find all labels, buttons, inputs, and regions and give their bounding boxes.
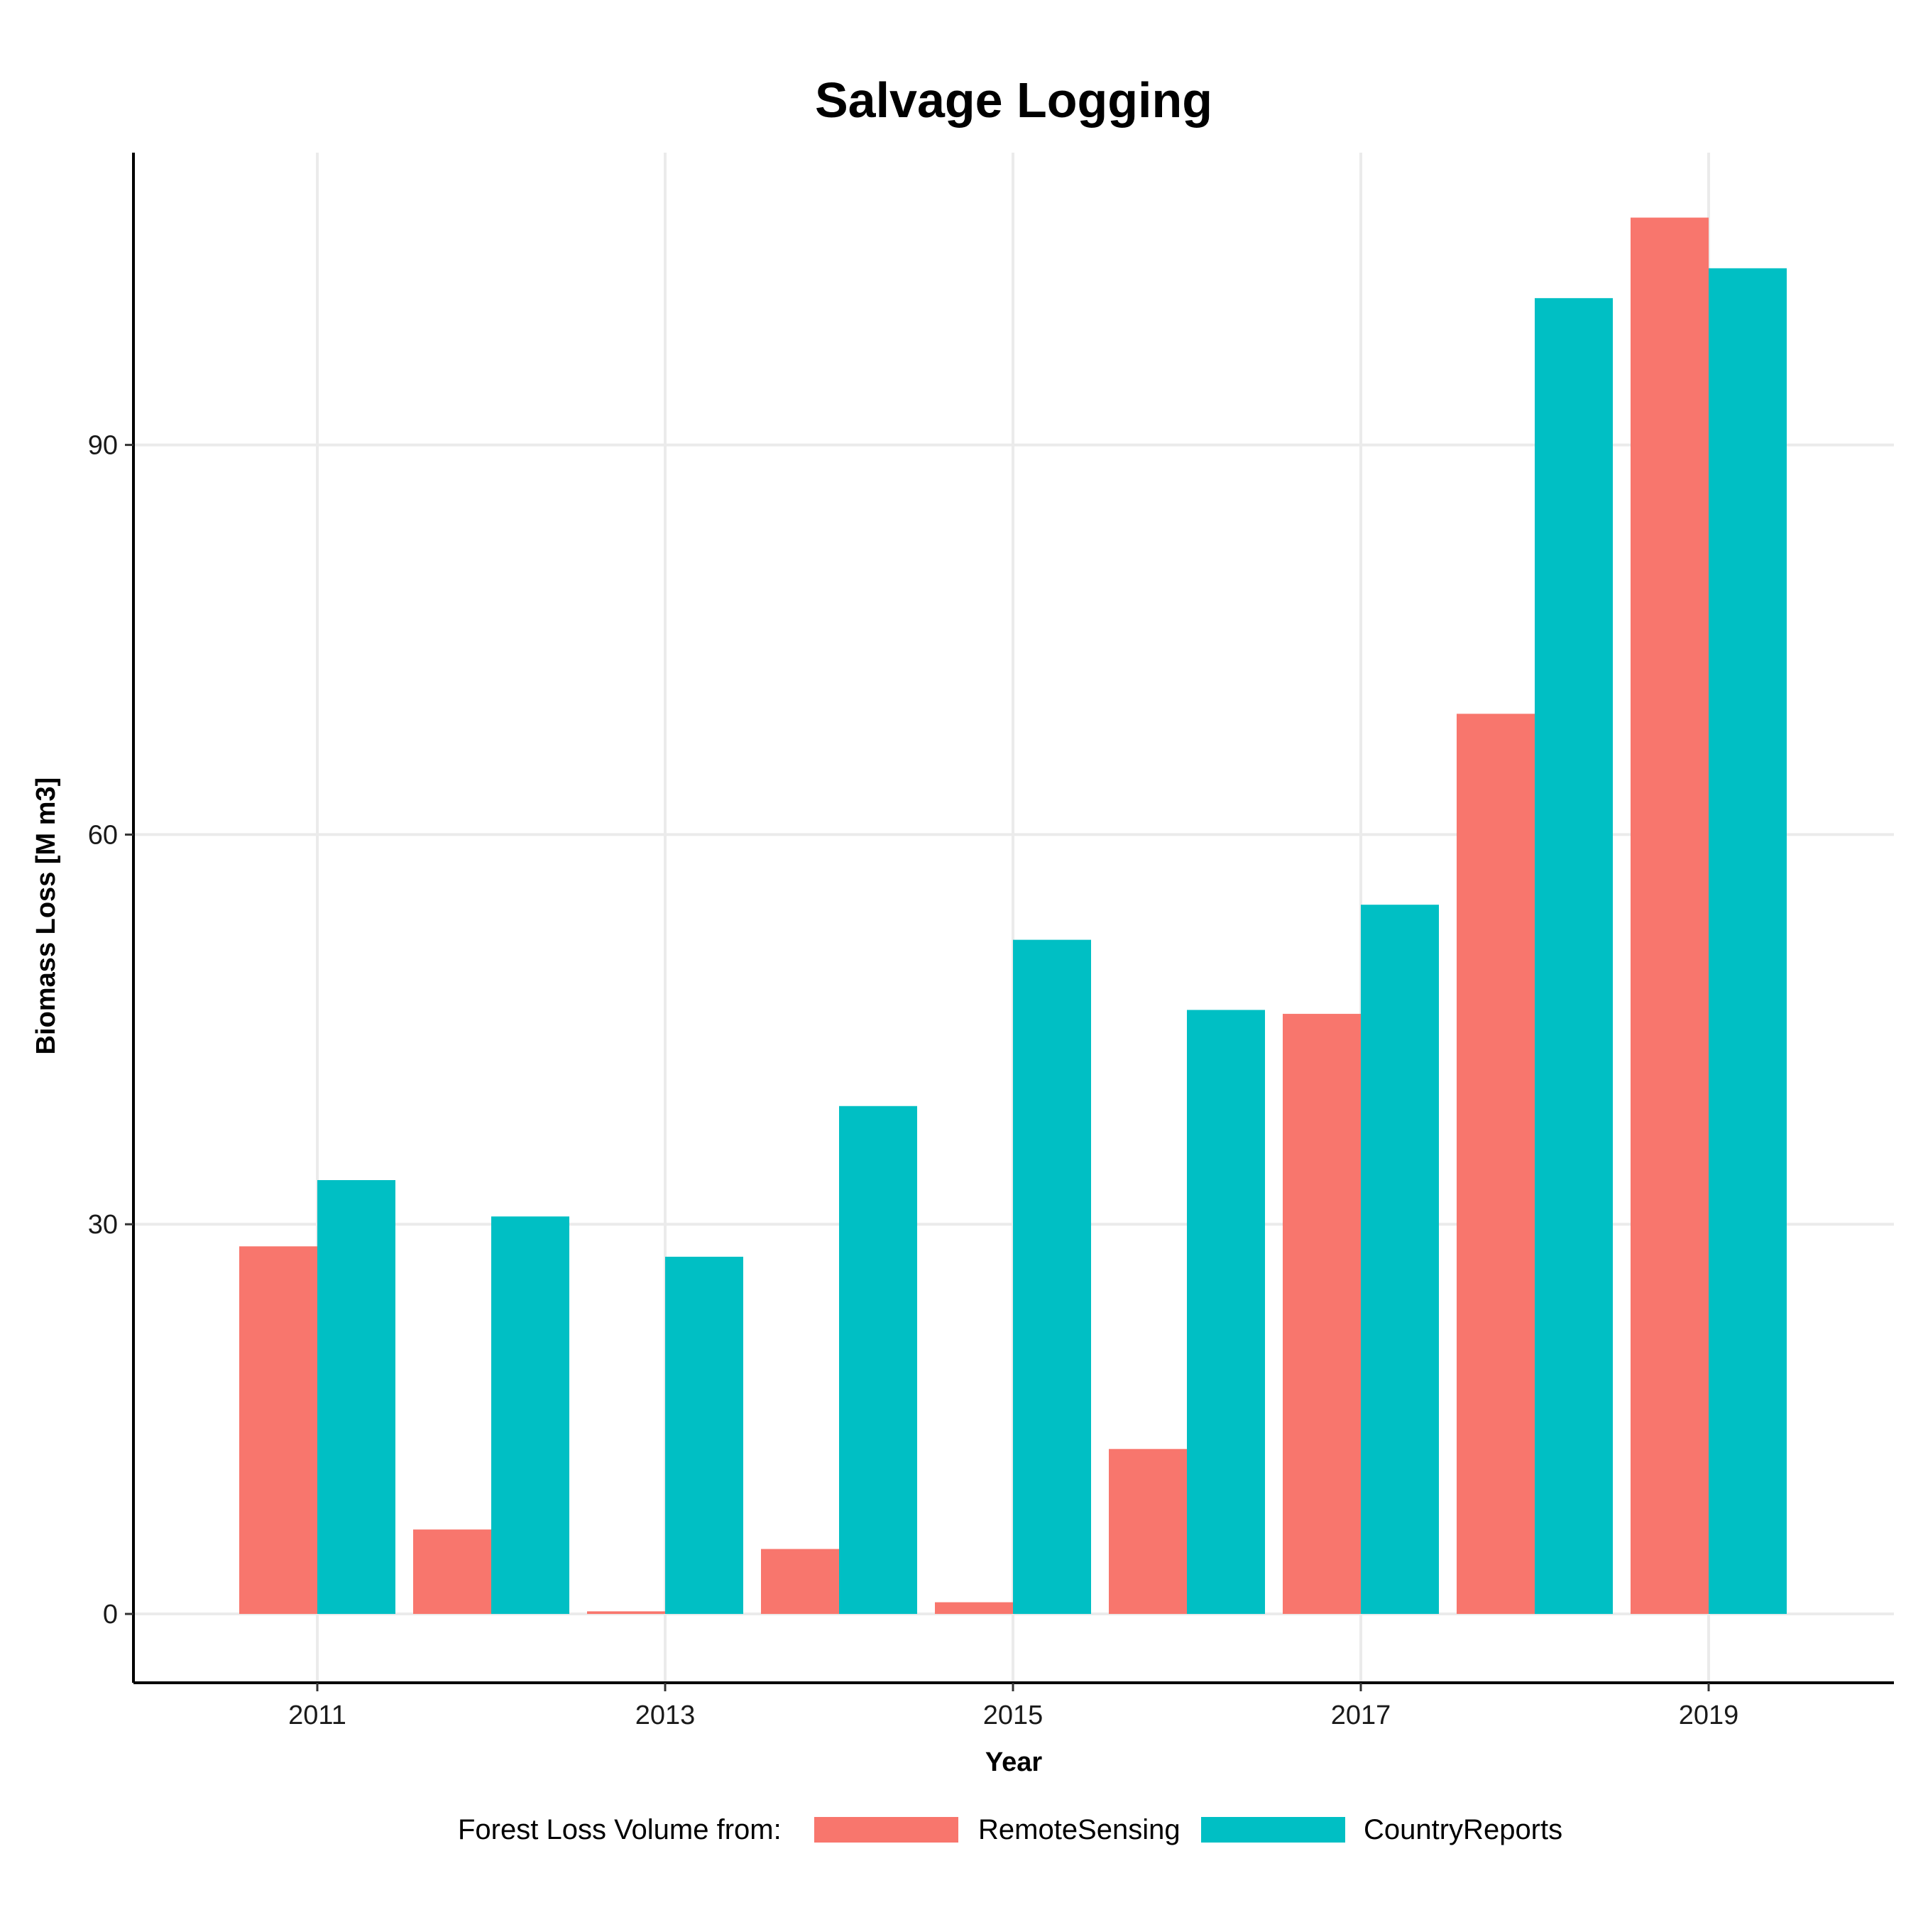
y-tick-label: 30 — [88, 1210, 118, 1240]
bar-countryreports-2014 — [839, 1106, 917, 1615]
x-tick-label: 2015 — [983, 1701, 1044, 1730]
bar-countryreports-2015 — [1013, 939, 1091, 1615]
bar-countryreports-2019 — [1709, 268, 1787, 1615]
bar-remotesensing-2016 — [1109, 1448, 1187, 1615]
bar-remotesensing-2017 — [1283, 1013, 1361, 1615]
bar-remotesensing-2012 — [413, 1529, 491, 1615]
y-tick-label: 60 — [88, 820, 118, 850]
bar-remotesensing-2019 — [1631, 217, 1709, 1615]
x-axis-title: Year — [985, 1747, 1043, 1777]
legend-swatch-countryreports — [1201, 1817, 1345, 1843]
tick-marks-and-labels: 0 30 60 90 2011 2013 2015 2017 2019 — [88, 431, 1739, 1730]
bar-remotesensing-2013 — [587, 1611, 665, 1615]
y-tick-label: 0 — [103, 1600, 118, 1630]
bar-countryreports-2012 — [491, 1216, 569, 1615]
legend-title: Forest Loss Volume from: — [458, 1814, 782, 1845]
x-tick-label: 2013 — [635, 1701, 696, 1730]
x-tick-label: 2011 — [288, 1701, 346, 1730]
bar-remotesensing-2015 — [935, 1602, 1013, 1615]
y-tick-label: 90 — [88, 431, 118, 461]
legend: Forest Loss Volume from: RemoteSensing C… — [458, 1814, 1562, 1845]
bar-countryreports-2018 — [1535, 298, 1613, 1615]
bar-remotesensing-2014 — [761, 1549, 839, 1615]
legend-label-countryreports: CountryReports — [1364, 1814, 1562, 1845]
bar-countryreports-2016 — [1187, 1010, 1265, 1615]
bars — [239, 217, 1787, 1615]
legend-swatch-remotesensing — [814, 1817, 958, 1843]
bar-remotesensing-2011 — [239, 1246, 317, 1615]
x-tick-label: 2017 — [1331, 1701, 1391, 1730]
bar-remotesensing-2018 — [1457, 714, 1535, 1615]
bar-countryreports-2017 — [1361, 905, 1439, 1615]
chart-title: Salvage Logging — [815, 72, 1212, 128]
legend-label-remotesensing: RemoteSensing — [978, 1814, 1181, 1845]
y-axis-title: Biomass Loss [M m3] — [31, 777, 61, 1055]
bar-countryreports-2011 — [317, 1180, 395, 1615]
x-tick-label: 2019 — [1679, 1701, 1739, 1730]
bar-countryreports-2013 — [665, 1256, 743, 1615]
